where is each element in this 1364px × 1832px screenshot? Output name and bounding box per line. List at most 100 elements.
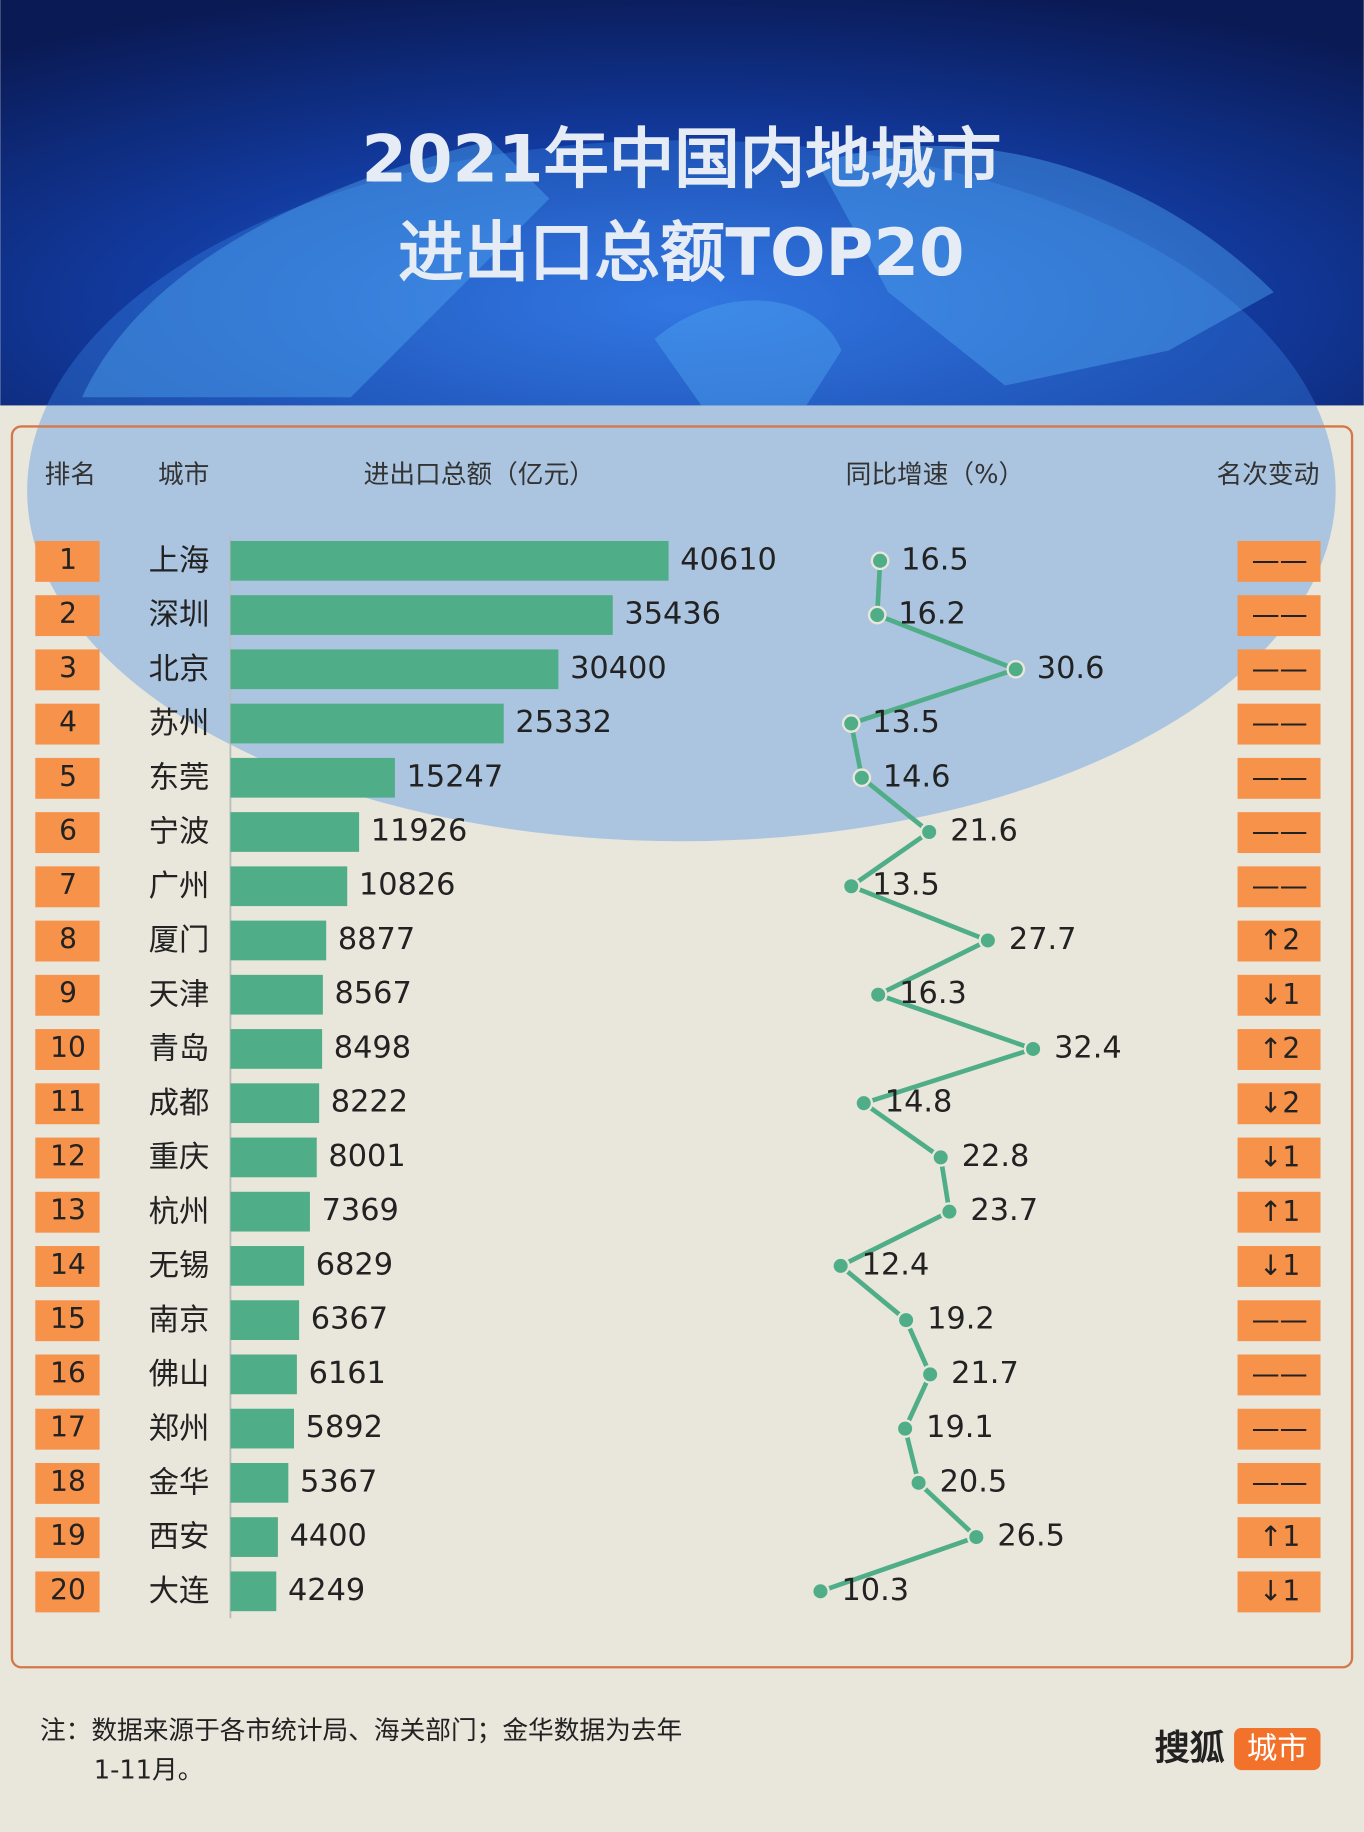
change-box — [1237, 1137, 1321, 1179]
change-box — [1237, 1462, 1321, 1504]
growth-label: 14.6 — [883, 759, 951, 794]
growth-label: 20.5 — [940, 1464, 1008, 1499]
rank-box — [35, 540, 100, 582]
rank-label: 12 — [50, 1139, 86, 1172]
change-box — [1237, 812, 1321, 854]
growth-point — [895, 1419, 915, 1438]
rank-box — [35, 812, 100, 854]
bar — [230, 649, 559, 690]
rank-label: 5 — [59, 760, 77, 793]
value-label: 8001 — [328, 1139, 405, 1174]
growth-label: 21.7 — [951, 1356, 1019, 1391]
growth-point — [1006, 659, 1026, 679]
change-label: —— — [1252, 652, 1308, 685]
growth-point — [868, 985, 888, 1005]
city-label: 青岛 — [149, 1032, 210, 1067]
change-label: ↑1 — [1259, 1195, 1300, 1228]
change-label: ↓1 — [1259, 978, 1300, 1011]
bar — [230, 1354, 297, 1395]
city-label: 天津 — [149, 977, 210, 1012]
bar — [230, 703, 504, 744]
change-label: —— — [1252, 707, 1308, 740]
rank-box — [35, 920, 100, 962]
rank-box — [35, 1354, 100, 1396]
rank-box — [35, 595, 100, 637]
growth-label: 13.5 — [872, 705, 940, 740]
header-value: 进出口总额（亿元） — [364, 460, 595, 490]
bar — [230, 1300, 300, 1340]
rank-box — [35, 757, 100, 799]
growth-label: 16.3 — [899, 976, 967, 1011]
bar — [230, 1029, 323, 1069]
bar — [230, 1083, 320, 1124]
city-label: 苏州 — [149, 706, 210, 741]
logo-channel: 城市 — [1247, 1732, 1308, 1767]
value-label: 25332 — [515, 705, 612, 740]
rank-box — [35, 1029, 100, 1070]
change-box — [1237, 1246, 1321, 1287]
rank-box — [35, 703, 100, 745]
rank-label: 20 — [50, 1573, 86, 1606]
header-city: 城市 — [158, 460, 209, 490]
change-box — [1237, 1029, 1321, 1070]
change-label: ↓1 — [1259, 1249, 1300, 1282]
value-label: 7369 — [322, 1193, 399, 1228]
rank-box — [35, 1571, 100, 1613]
rank-label: 18 — [50, 1465, 86, 1498]
city-label: 无锡 — [149, 1249, 210, 1284]
bar — [230, 974, 323, 1015]
bar — [230, 1191, 310, 1232]
rank-label: 10 — [50, 1031, 86, 1064]
change-box — [1237, 866, 1321, 908]
logo-badge — [1234, 1728, 1321, 1771]
city-label: 金华 — [149, 1466, 210, 1501]
change-label: —— — [1252, 1303, 1308, 1336]
value-label: 6161 — [309, 1356, 386, 1391]
growth-label: 30.6 — [1037, 651, 1105, 686]
change-box — [1237, 1354, 1321, 1396]
change-box — [1237, 1571, 1321, 1613]
bar — [230, 1246, 305, 1286]
change-box — [1237, 1517, 1321, 1559]
rank-box — [35, 1300, 100, 1342]
rank-label: 15 — [50, 1302, 86, 1335]
value-label: 4400 — [290, 1519, 367, 1554]
map-shape — [654, 300, 842, 406]
bar — [230, 1462, 289, 1503]
value-label: 6367 — [311, 1302, 388, 1337]
bar — [230, 866, 348, 907]
growth-label: 14.8 — [885, 1085, 953, 1120]
rank-label: 2 — [59, 597, 77, 630]
growth-point — [867, 605, 887, 625]
city-label: 南京 — [149, 1303, 210, 1338]
bar — [230, 1137, 317, 1178]
city-label: 北京 — [149, 652, 210, 687]
change-label: —— — [1252, 598, 1308, 631]
city-label: 上海 — [149, 543, 210, 578]
growth-point — [896, 1310, 916, 1330]
city-label: 东莞 — [149, 760, 210, 795]
change-label: ↑2 — [1259, 924, 1300, 957]
growth-point — [931, 1148, 951, 1167]
rank-label: 19 — [50, 1519, 86, 1552]
value-label: 5892 — [306, 1410, 383, 1445]
value-label: 40610 — [680, 542, 777, 577]
change-box — [1237, 595, 1321, 637]
value-label: 6829 — [316, 1247, 393, 1282]
growth-point — [854, 1093, 874, 1113]
growth-point — [852, 768, 872, 788]
growth-point — [870, 551, 890, 571]
rank-label: 6 — [59, 814, 77, 847]
growth-point — [966, 1527, 986, 1547]
change-label: ↓1 — [1259, 1141, 1300, 1174]
bar — [230, 1571, 277, 1612]
growth-point — [1023, 1039, 1043, 1059]
value-label: 10826 — [359, 868, 456, 903]
header-growth: 同比增速（%） — [846, 460, 1025, 490]
logo-brand: 搜狐 — [1155, 1728, 1225, 1769]
change-label: ↑2 — [1259, 1032, 1300, 1065]
map-shape — [82, 140, 550, 398]
rank-label: 1 — [59, 543, 77, 576]
rank-box — [35, 1191, 100, 1233]
growth-point — [909, 1473, 928, 1493]
